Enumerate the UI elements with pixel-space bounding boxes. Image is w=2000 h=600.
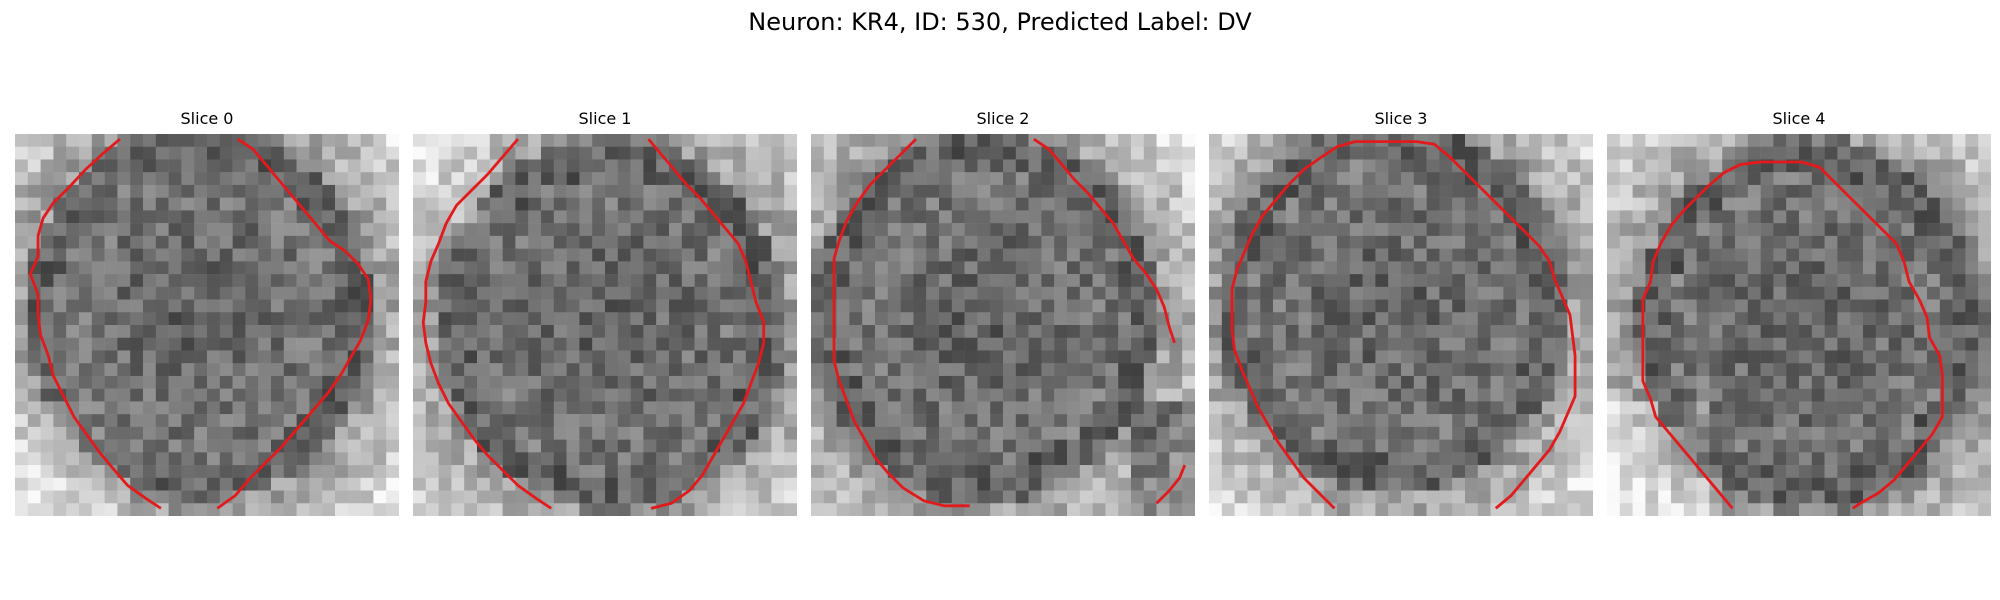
slice-panel-2: Slice 2 [811, 108, 1195, 516]
neuron-contour [1032, 137, 1176, 344]
slice-pixels [15, 134, 399, 516]
slice-title: Slice 0 [180, 109, 234, 128]
slice-panel-0: Slice 0 [15, 108, 399, 516]
neuron-contour [216, 137, 373, 510]
slice-title: Slice 2 [976, 109, 1030, 128]
slice-pixels [1607, 134, 1991, 516]
slice-title: Slice 3 [1374, 109, 1428, 128]
neuron-contour [421, 138, 553, 510]
slice-panel-4: Slice 4 [1607, 108, 1991, 516]
slice-panel-1: Slice 1 [413, 108, 797, 516]
neuron-contour [647, 138, 766, 510]
neuron-contour [832, 138, 970, 508]
slice-title: Slice 4 [1772, 109, 1826, 128]
neuron-contour [28, 138, 162, 510]
slice-image [413, 134, 797, 516]
slice-image [811, 134, 1195, 516]
slice-pixels [1209, 134, 1593, 516]
slice-image [15, 134, 399, 516]
slice-pixels [413, 134, 797, 516]
neuron-contour [1155, 464, 1187, 505]
neuron-contour [1230, 140, 1577, 510]
neuron-contour [1641, 160, 1944, 510]
slice-title: Slice 1 [578, 109, 632, 128]
slice-panel-3: Slice 3 [1209, 108, 1593, 516]
slice-image [1607, 134, 1991, 516]
slice-image [1209, 134, 1593, 516]
slice-pixels [811, 134, 1195, 516]
figure-title: Neuron: KR4, ID: 530, Predicted Label: D… [748, 8, 1252, 36]
